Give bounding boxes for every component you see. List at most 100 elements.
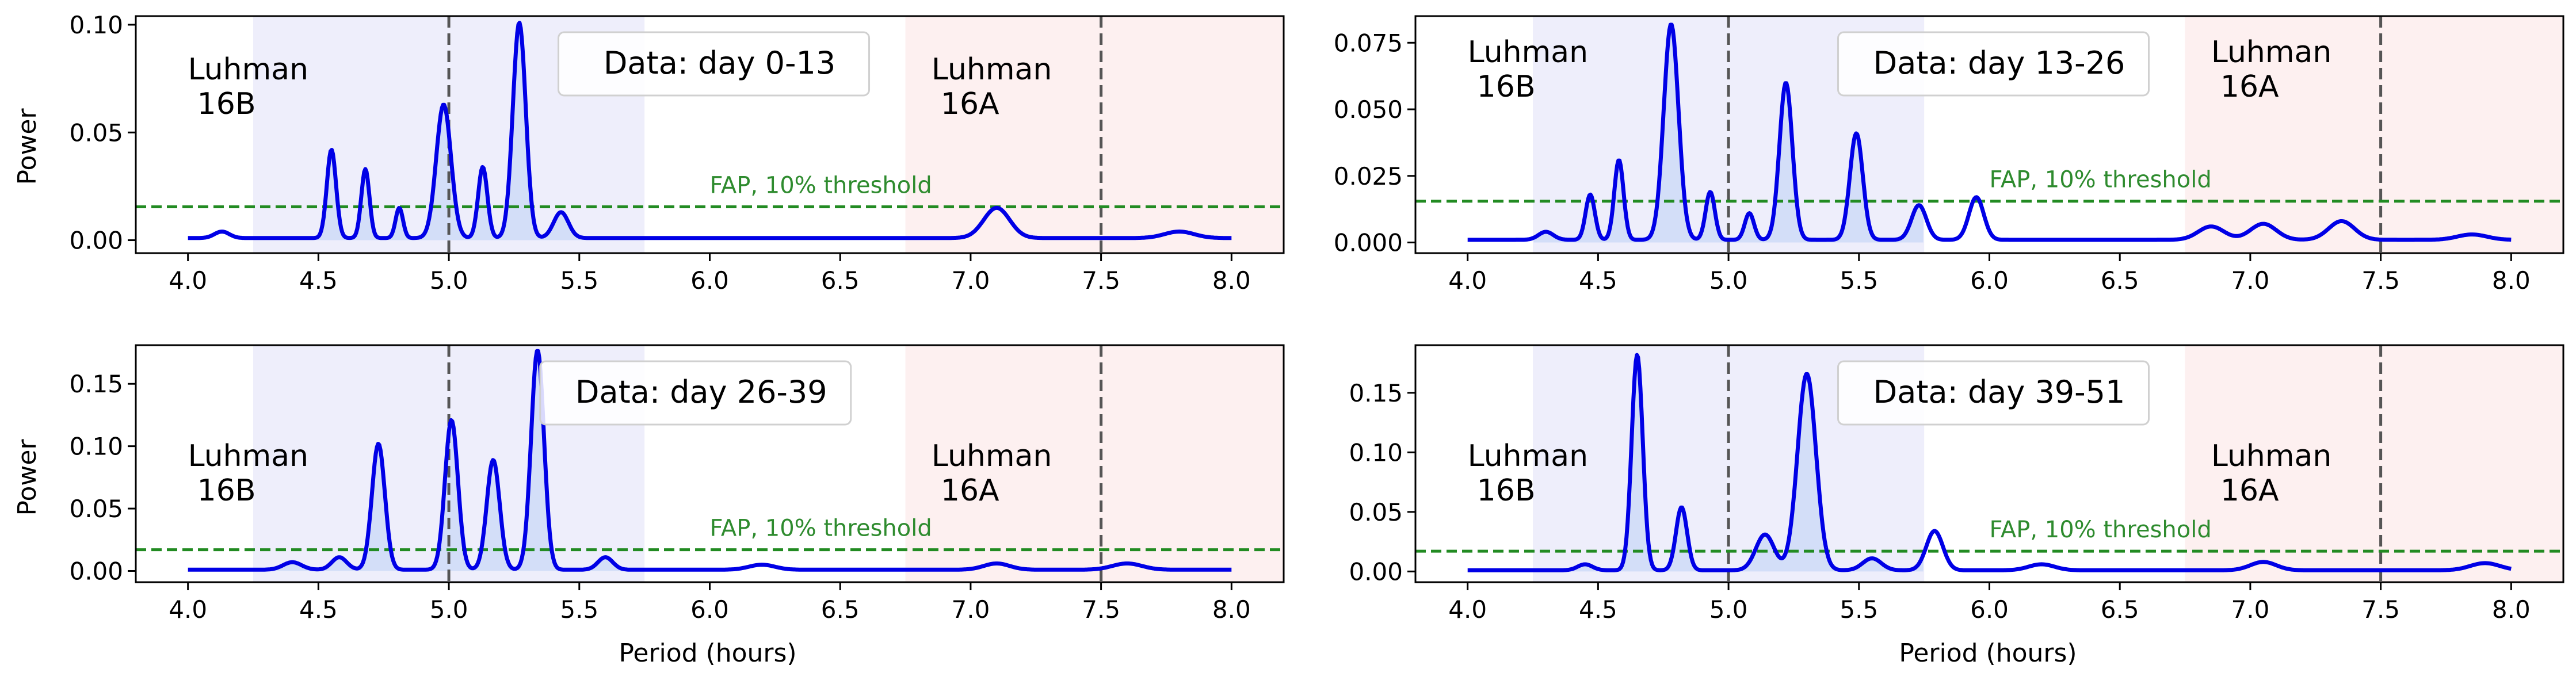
label-luhman-16a-line1: Luhman: [2211, 35, 2331, 70]
x-tick-label: 7.5: [2361, 266, 2400, 295]
x-tick-label: 4.5: [299, 595, 338, 624]
panel-title: Data: day 13-26: [1873, 45, 2125, 81]
band-luhman-16a: [2185, 345, 2563, 582]
y-tick-label: 0.025: [1334, 162, 1403, 190]
y-tick-label: 0.05: [69, 119, 123, 147]
band-luhman-16a: [2185, 16, 2563, 253]
x-tick-label: 7.0: [2231, 595, 2270, 624]
label-luhman-16b: Luhman 16B: [188, 439, 308, 508]
y-tick-label: 0.10: [69, 11, 123, 39]
label-luhman-16a-line1: Luhman: [932, 52, 1052, 87]
x-tick-label: 8.0: [1212, 266, 1251, 295]
x-tick-label: 7.0: [2231, 266, 2270, 295]
title-box: [558, 31, 871, 97]
x-tick-label: 5.5: [1840, 595, 1878, 624]
label-luhman-16a: Luhman 16A: [932, 439, 1052, 508]
periodogram-line: [187, 349, 1232, 572]
label-luhman-16a: Luhman 16A: [932, 52, 1052, 121]
label-luhman-16a: Luhman 16A: [2211, 439, 2331, 508]
x-tick-label: 4.5: [299, 266, 338, 295]
label-luhman-16b: Luhman 16B: [188, 52, 308, 121]
label-luhman-16a-line2: 16A: [941, 87, 999, 121]
ylabel-bottom: Power: [13, 439, 42, 516]
signal-fill: [254, 351, 644, 571]
x-tick-label: 8.0: [2492, 595, 2531, 624]
x-tick-label: 4.0: [1448, 266, 1487, 295]
y-tick-label: 0.10: [69, 433, 123, 461]
periodogram-line: [1467, 353, 2512, 572]
x-tick-label: 4.0: [1448, 595, 1487, 624]
y-tick-label: 0.00: [69, 557, 123, 585]
periodogram-line: [1467, 22, 2512, 242]
label-luhman-16b-line2: 16B: [197, 87, 256, 121]
x-tick-label: 7.5: [1082, 595, 1120, 624]
x-tick-label: 6.5: [821, 266, 860, 295]
x-tick-label: 6.5: [2101, 595, 2139, 624]
label-luhman-16b-line1: Luhman: [188, 439, 308, 473]
x-tick-label: 5.5: [560, 595, 598, 624]
panel-title: Data: day 39-51: [1873, 374, 2125, 410]
x-tick-label: 6.0: [690, 595, 729, 624]
x-tick-label: 6.5: [2101, 266, 2139, 295]
y-tick-label: 0.10: [1349, 438, 1403, 467]
x-tick-label: 5.0: [430, 266, 468, 295]
x-tick-label: 7.0: [952, 266, 990, 295]
band-luhman-16a: [905, 345, 1284, 582]
panel-title: Data: day 26-39: [575, 374, 827, 410]
x-tick-label: 4.0: [169, 595, 207, 624]
label-luhman-16a-line2: 16A: [941, 473, 999, 508]
y-tick-label: 0.15: [69, 370, 123, 398]
x-tick-label: 5.0: [1709, 595, 1748, 624]
label-luhman-16a-line2: 16A: [2220, 473, 2279, 508]
x-tick-label: 5.0: [1709, 266, 1748, 295]
xlabel-right: Period (hours): [1899, 639, 2077, 668]
title-box: [539, 360, 852, 426]
fap-label: FAP, 10% threshold: [710, 172, 932, 198]
label-luhman-16b-line1: Luhman: [1468, 35, 1588, 70]
y-tick-label: 0.00: [1349, 557, 1403, 586]
xlabel-left: Period (hours): [619, 639, 796, 668]
band-luhman-16a: [905, 16, 1284, 253]
x-tick-label: 7.0: [952, 595, 990, 624]
x-tick-label: 5.5: [560, 266, 598, 295]
fap-label: FAP, 10% threshold: [1990, 167, 2212, 193]
x-tick-label: 5.0: [430, 595, 468, 624]
label-luhman-16a-line2: 16A: [2220, 70, 2279, 104]
fap-label: FAP, 10% threshold: [1990, 517, 2212, 543]
x-tick-label: 6.0: [1970, 595, 2009, 624]
label-luhman-16b: Luhman 16B: [1468, 439, 1588, 508]
x-tick-label: 4.5: [1579, 266, 1617, 295]
x-tick-label: 8.0: [2492, 266, 2531, 295]
signal-fill: [1533, 355, 1924, 572]
x-tick-label: 4.0: [169, 266, 207, 295]
label-luhman-16a-line1: Luhman: [932, 439, 1052, 473]
y-tick-label: 0.05: [1349, 498, 1403, 526]
periodogram-line: [187, 21, 1232, 240]
title-box: [1837, 360, 2150, 426]
label-luhman-16a-line1: Luhman: [2211, 439, 2331, 473]
y-tick-label: 0.05: [69, 495, 123, 523]
label-luhman-16b-line2: 16B: [1477, 473, 1536, 508]
x-tick-label: 6.0: [1970, 266, 2009, 295]
x-tick-label: 7.5: [1082, 266, 1120, 295]
x-tick-label: 4.5: [1579, 595, 1617, 624]
x-tick-label: 8.0: [1212, 595, 1251, 624]
y-tick-label: 0.000: [1334, 228, 1403, 257]
ylabel-top: Power: [13, 108, 42, 185]
label-luhman-16a: Luhman 16A: [2211, 35, 2331, 104]
x-tick-label: 5.5: [1840, 266, 1878, 295]
label-luhman-16b-line1: Luhman: [188, 52, 308, 87]
title-box: [1837, 31, 2150, 97]
label-luhman-16b-line2: 16B: [1477, 70, 1536, 104]
fap-label: FAP, 10% threshold: [710, 515, 932, 542]
x-tick-label: 7.5: [2361, 595, 2400, 624]
label-luhman-16b-line1: Luhman: [1468, 439, 1588, 473]
y-tick-label: 0.050: [1334, 95, 1403, 124]
x-tick-label: 6.0: [690, 266, 729, 295]
